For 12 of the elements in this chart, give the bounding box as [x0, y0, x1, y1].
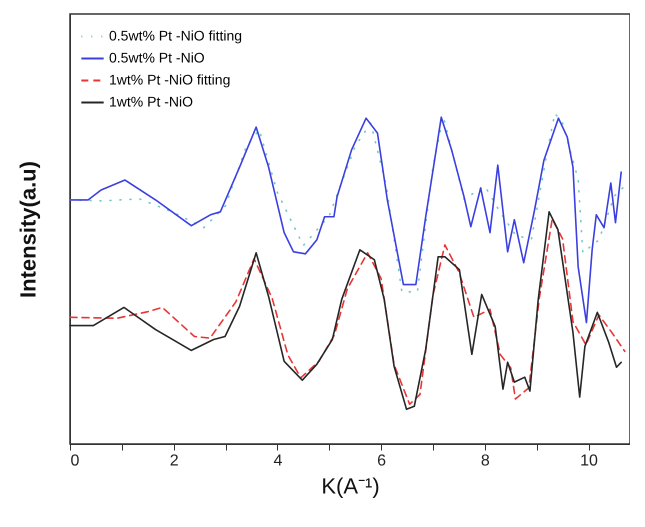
legend-label: 0.5wt% Pt -NiO [109, 50, 205, 66]
legend-label: 1wt% Pt -NiO fitting [109, 72, 230, 88]
x-axis-title: K(A⁻¹) [321, 474, 380, 498]
y-axis-title: Intensity(a.u) [16, 161, 40, 298]
x-tick-label: 8 [480, 452, 490, 470]
legend-label: 0.5wt% Pt -NiO fitting [109, 28, 242, 44]
x-tick-label: 2 [170, 452, 179, 470]
legend-label: 1wt% Pt -NiO [109, 94, 194, 110]
x-tick-label: 4 [273, 452, 282, 470]
x-tick-label: 6 [377, 452, 386, 470]
x-tick-label: 10 [580, 452, 598, 470]
x-tick-label: 0 [70, 452, 80, 470]
